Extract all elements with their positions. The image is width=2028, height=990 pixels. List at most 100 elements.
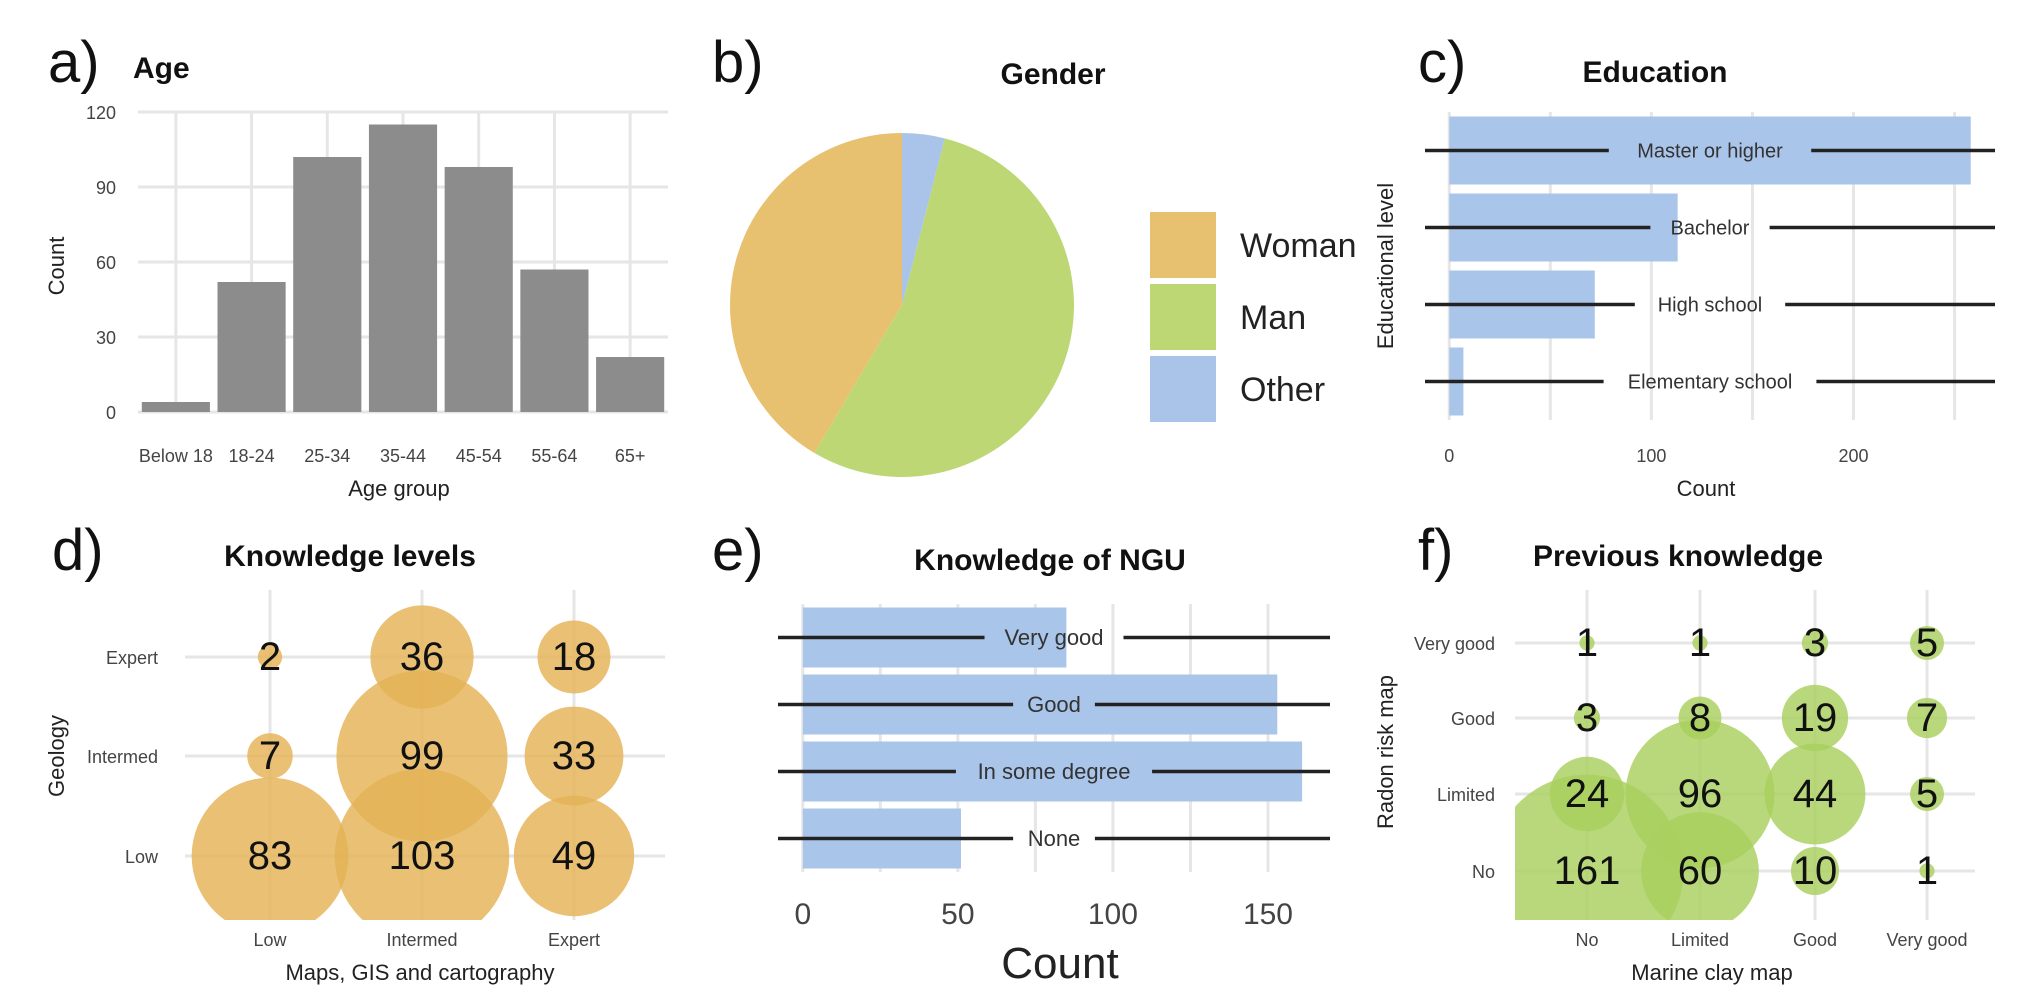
knowledge-bubble (191, 777, 349, 920)
education-xtick-label: 200 (1838, 446, 1868, 466)
ngu-xtick-label: 0 (794, 898, 811, 931)
previous-xtick-label: Limited (1671, 930, 1729, 950)
panel-letter-d: d) (52, 518, 104, 583)
ngu-category-label: Very good (1004, 625, 1103, 650)
chart-knowledge: Knowledge levels 2 36 18 7 99 33 83 103 49 Low In… (44, 540, 665, 985)
previous-title: Previous knowledge (1533, 540, 1823, 573)
previous-bubble-value: 19 (1793, 696, 1838, 740)
previous-bubble (1573, 704, 1601, 732)
knowledge-bubble-value: 18 (552, 635, 597, 679)
previous-bubble-value: 1 (1576, 621, 1598, 665)
age-ytick-label: 90 (96, 178, 116, 198)
age-xtick-label: 65+ (615, 446, 646, 466)
age-xtick-label: 55-64 (531, 446, 577, 466)
chart-gender: Gender Woman Man Other (729, 58, 1357, 478)
age-xtick-label: Below 18 (139, 446, 213, 466)
knowledge-bubble-value: 7 (259, 734, 281, 778)
previous-bubble (1919, 863, 1935, 879)
knowledge-title: Knowledge levels (224, 540, 476, 573)
previous-bubble-value: 3 (1576, 696, 1598, 740)
knowledge-xtick-label: Intermed (386, 930, 457, 950)
age-ylabel: Count (44, 237, 69, 296)
education-category-label: Bachelor (1671, 218, 1750, 240)
ngu-xtick-label: 150 (1243, 898, 1293, 931)
previous-bubble (1790, 846, 1840, 896)
previous-xtick-label: Good (1793, 930, 1837, 950)
education-xtick-label: 100 (1636, 446, 1666, 466)
pie-slice-other (902, 133, 945, 305)
knowledge-bubble (257, 644, 283, 670)
education-ylabel: Educational level (1373, 183, 1398, 349)
knowledge-bubble (513, 795, 635, 917)
previous-ytick-label: Very good (1414, 634, 1495, 654)
education-xtick-label: 0 (1444, 446, 1454, 466)
education-category-label: Master or higher (1637, 141, 1783, 163)
previous-bubble-value: 7 (1916, 696, 1938, 740)
age-bar-55-64 (520, 269, 589, 412)
previous-xlabel: Marine clay map (1631, 960, 1792, 985)
age-xlabel: Age group (348, 476, 450, 501)
previous-bubble-value: 3 (1804, 621, 1826, 665)
age-bar-35-44 (368, 124, 438, 412)
age-bar-below-18 (141, 402, 210, 412)
knowledge-bubble (524, 706, 624, 806)
age-ytick-label: 0 (106, 403, 116, 423)
previous-bubble-value: 8 (1689, 696, 1711, 740)
knowledge-bubble-value: 36 (400, 635, 445, 679)
age-bar-45-54 (444, 167, 513, 412)
age-bar-65 (596, 357, 665, 412)
knowledge-bubble-value: 83 (248, 834, 293, 878)
ngu-title: Knowledge of NGU (914, 544, 1186, 577)
knowledge-bubble-value: 2 (259, 635, 281, 679)
age-xtick-label: 35-44 (380, 446, 426, 466)
legend-swatch-other (1150, 356, 1216, 422)
previous-bubble-value: 24 (1565, 772, 1610, 816)
knowledge-bubble-value: 99 (400, 734, 445, 778)
ngu-xlabel: Count (1001, 939, 1118, 988)
education-title: Education (1582, 56, 1727, 89)
legend-label-woman: Woman (1240, 227, 1357, 265)
previous-bubble-value: 1 (1689, 621, 1711, 665)
previous-bubble (1515, 774, 1684, 920)
previous-bubble (1692, 635, 1708, 651)
legend-swatch-man (1150, 284, 1216, 350)
panel-letter-e: e) (712, 518, 764, 583)
previous-ylabel: Radon risk map (1373, 675, 1398, 829)
previous-bubble-value: 5 (1916, 772, 1938, 816)
previous-bubble (1579, 635, 1595, 651)
age-ytick-label: 60 (96, 253, 116, 273)
previous-bubble-value: 5 (1916, 621, 1938, 665)
education-category-label: High school (1658, 295, 1763, 317)
gender-legend: Woman Man Other (1150, 212, 1357, 422)
panel-letter-a: a) (48, 30, 100, 95)
previous-bubble-value: 1 (1916, 849, 1938, 893)
knowledge-bubble-value: 33 (552, 734, 597, 778)
previous-xtick-label: No (1575, 930, 1598, 950)
age-xtick-label: 18-24 (229, 446, 275, 466)
gender-title: Gender (1000, 58, 1105, 91)
age-bar-18-24 (217, 282, 286, 412)
chart-ngu: Knowledge of NGU Very good Good In some de… (778, 544, 1330, 988)
previous-ytick-label: Limited (1437, 785, 1495, 805)
previous-bubble-value: 60 (1678, 849, 1723, 893)
knowledge-ytick-label: Intermed (87, 747, 158, 767)
knowledge-xlabel: Maps, GIS and cartography (285, 960, 554, 985)
ngu-category-label: In some degree (978, 759, 1131, 784)
knowledge-xtick-label: Low (253, 930, 287, 950)
previous-bubble (1801, 629, 1829, 657)
knowledge-xtick-label: Expert (548, 930, 600, 950)
ngu-category-label: Good (1027, 692, 1081, 717)
knowledge-bubble (537, 620, 611, 694)
knowledge-bubble (334, 768, 510, 920)
knowledge-bubble-value: 103 (389, 834, 456, 878)
age-xtick-label: 45-54 (456, 446, 502, 466)
previous-bubble (1641, 812, 1759, 920)
previous-bubble-value: 161 (1554, 849, 1621, 893)
knowledge-ytick-label: Expert (106, 648, 158, 668)
legend-swatch-woman (1150, 212, 1216, 278)
age-xtick-label: 25-34 (304, 446, 350, 466)
previous-bubble (1764, 743, 1866, 845)
knowledge-bubble (247, 733, 293, 779)
previous-bubble (1910, 777, 1944, 811)
